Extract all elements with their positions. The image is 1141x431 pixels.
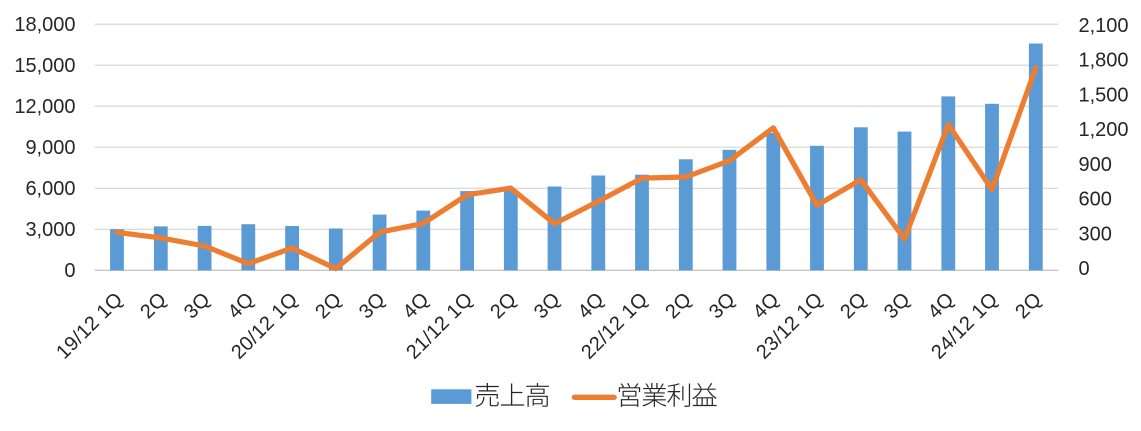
svg-text:300: 300 — [1079, 223, 1112, 245]
svg-text:1,800: 1,800 — [1079, 50, 1129, 72]
svg-text:2,100: 2,100 — [1079, 15, 1129, 37]
svg-text:0: 0 — [64, 260, 75, 282]
svg-text:0: 0 — [1079, 258, 1090, 280]
svg-text:12,000: 12,000 — [14, 96, 75, 118]
svg-text:6,000: 6,000 — [25, 178, 75, 200]
svg-text:1,500: 1,500 — [1079, 84, 1129, 106]
svg-text:900: 900 — [1079, 154, 1112, 176]
svg-text:18,000: 18,000 — [14, 14, 75, 36]
svg-text:1,200: 1,200 — [1079, 119, 1129, 141]
svg-text:600: 600 — [1079, 189, 1112, 211]
svg-text:9,000: 9,000 — [25, 137, 75, 159]
svg-text:3,000: 3,000 — [25, 219, 75, 241]
svg-text:15,000: 15,000 — [14, 55, 75, 77]
